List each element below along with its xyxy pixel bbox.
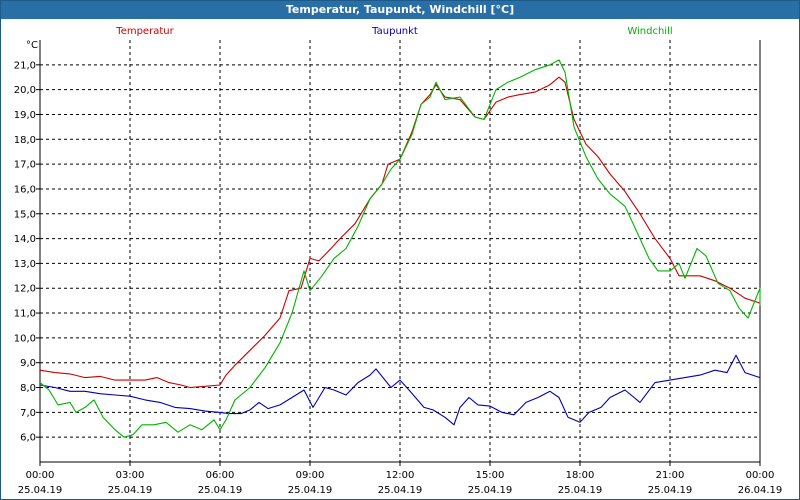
grid-lines: [40, 40, 760, 462]
legend: Temperatur Taupunkt Windchill: [115, 26, 672, 37]
y-axis-unit: °C: [26, 40, 38, 51]
y-tick-label: 11,0: [14, 309, 36, 320]
x-tick-date: 25.04.19: [108, 485, 153, 496]
x-tick-time: 09:00: [296, 470, 325, 481]
x-tick-time: 03:00: [116, 470, 145, 481]
x-tick-date: 25.04.19: [18, 485, 63, 496]
y-tick-label: 17,0: [14, 160, 36, 171]
x-tick-date: 26.04.19: [738, 485, 783, 496]
y-tick-label: 18,0: [14, 135, 36, 146]
y-tick-label: 20,0: [14, 85, 36, 96]
x-axis-ticks: 00:00 25.04.19 03:00 25.04.19 06:00 25.04.19 0…: [18, 462, 783, 496]
y-tick-label: 12,0: [14, 284, 36, 295]
x-tick-time: 15:00: [476, 470, 505, 481]
x-tick-time: 00:00: [26, 470, 55, 481]
y-tick-label: 8,0: [20, 383, 36, 394]
y-tick-label: 15,0: [14, 209, 36, 220]
series-line-windchill: [39, 59, 761, 438]
y-tick-label: 6,0: [20, 433, 36, 444]
x-tick-time: 06:00: [206, 470, 235, 481]
x-tick-date: 25.04.19: [468, 485, 513, 496]
x-tick-date: 25.04.19: [378, 485, 423, 496]
y-tick-label: 16,0: [14, 184, 36, 195]
y-tick-label: 10,0: [14, 333, 36, 344]
y-tick-label: 7,0: [20, 408, 36, 419]
y-tick-label: 19,0: [14, 110, 36, 121]
data-series: [39, 59, 761, 438]
x-tick-time: 00:00: [746, 470, 775, 481]
series-line-taupunkt: [39, 354, 761, 426]
window-title: Temperatur, Taupunkt, Windchill [°C]: [1, 1, 799, 19]
legend-entry-taupunkt: Taupunkt: [371, 26, 418, 37]
x-tick-date: 25.04.19: [558, 485, 603, 496]
y-tick-label: 21,0: [14, 60, 36, 71]
x-tick-time: 12:00: [386, 470, 415, 481]
x-tick-time: 18:00: [566, 470, 595, 481]
y-tick-label: 14,0: [14, 234, 36, 245]
x-tick-date: 25.04.19: [288, 485, 333, 496]
x-tick-date: 25.04.19: [198, 485, 243, 496]
legend-entry-windchill: Windchill: [627, 26, 672, 37]
x-tick-time: 21:00: [656, 470, 685, 481]
y-tick-label: 13,0: [14, 259, 36, 270]
x-tick-date: 25.04.19: [648, 485, 693, 496]
legend-entry-temperatur: Temperatur: [115, 26, 174, 37]
y-axis-ticks: 6,0 7,0 8,0 9,0 10,0 11,0 12,0 13,0 14,0 15,0 16,0…: [14, 60, 40, 444]
y-tick-label: 9,0: [20, 358, 36, 369]
